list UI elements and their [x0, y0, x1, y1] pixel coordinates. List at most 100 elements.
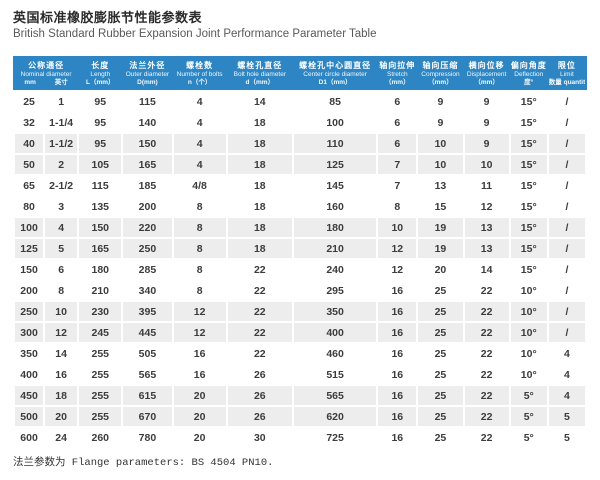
table-cell: 4	[173, 134, 226, 153]
table-cell: 620	[293, 407, 377, 426]
table-cell: 15°	[510, 155, 547, 174]
table-cell: 615	[123, 386, 172, 405]
table-cell: 8	[173, 260, 226, 279]
table-cell: 105	[79, 155, 122, 174]
table-cell: 2	[45, 155, 78, 174]
column-label-chinese: 长度	[91, 61, 110, 70]
table-cell: 395	[123, 302, 172, 321]
table-cell: 22	[227, 260, 292, 279]
table-cell: 3	[45, 197, 78, 216]
table-cell: 22	[464, 428, 509, 447]
table-cell: 16	[45, 365, 78, 384]
table-cell: 16	[378, 386, 417, 405]
column-unit: （mm）	[474, 79, 499, 86]
table-cell: 165	[79, 239, 122, 258]
table-cell: 4	[45, 218, 78, 237]
table-cell: 25	[418, 344, 463, 363]
table-cell: 26	[227, 386, 292, 405]
column-label-chinese: 轴向压缩	[422, 61, 459, 70]
table-cell: 260	[79, 428, 122, 447]
table-cell: 10	[418, 155, 463, 174]
table-cell: 1-1/4	[45, 113, 78, 132]
column-label-chinese: 螺栓孔直径	[237, 61, 283, 70]
column-header: 轴向压缩 Compression （mm）	[418, 58, 463, 90]
table-cell: 22	[464, 302, 509, 321]
table-cell: 20	[173, 386, 226, 405]
table-cell: 95	[79, 92, 122, 111]
page-title-chinese: 英国标准橡胶膨胀节性能参数表	[13, 10, 203, 25]
table-row: 40 1-1/2 95 150 4 18 110 6 10 9 15° /	[15, 134, 585, 153]
table-cell: 10°	[510, 344, 547, 363]
column-header: 螺栓数 Number of bolts n（个）	[173, 58, 226, 90]
table-cell: 295	[293, 281, 377, 300]
table-header: 公称通径 Nominal diameter mm 英寸 长度 Length L（mm） 法兰外…	[15, 58, 585, 90]
column-label-chinese: 螺栓数	[186, 61, 214, 70]
table-cell: 50	[15, 155, 44, 174]
table-cell: 20	[173, 407, 226, 426]
table-cell: 10	[45, 302, 78, 321]
table-row: 350 14 255 505 16 22 460 16 25 22 10° 4	[15, 344, 585, 363]
table-row: 150 6 180 285 8 22 240 12 20 14 15° /	[15, 260, 585, 279]
table-cell: 11	[464, 176, 509, 195]
table-cell: 19	[418, 239, 463, 258]
column-label-english: Number of bolts	[176, 71, 223, 78]
flange-parameters-note: 法兰参数为 Flange parameters: BS 4504 PN10.	[13, 457, 274, 469]
table-cell: 5°	[510, 428, 547, 447]
column-header: 横向位移 Displacement （mm）	[464, 58, 509, 90]
table-cell: 125	[293, 155, 377, 174]
column-header: 公称通径 Nominal diameter mm 英寸	[15, 58, 78, 90]
table-cell: 150	[123, 134, 172, 153]
table-cell: 13	[464, 218, 509, 237]
table-cell: 500	[15, 407, 44, 426]
table-cell: 16	[378, 323, 417, 342]
table-cell: 400	[15, 365, 44, 384]
table-cell: 26	[227, 407, 292, 426]
table-row: 25 1 95 115 4 14 85 6 9 9 15° /	[15, 92, 585, 111]
table-row: 500 20 255 670 20 26 620 16 25 22 5° 5	[15, 407, 585, 426]
table-cell: 245	[79, 323, 122, 342]
column-label-chinese: 公称通径	[28, 61, 65, 70]
table-cell: 255	[79, 407, 122, 426]
table-cell: 285	[123, 260, 172, 279]
table-cell: /	[548, 302, 585, 321]
table-cell: 25	[418, 302, 463, 321]
table-cell: 115	[123, 92, 172, 111]
column-label-chinese: 横向位移	[468, 61, 505, 70]
table-cell: 14	[227, 92, 292, 111]
table-cell: 80	[15, 197, 44, 216]
table-row: 32 1-1/4 95 140 4 18 100 6 9 9 15° /	[15, 113, 585, 132]
column-header: 限位 Limit 数量 quantity	[548, 58, 585, 90]
column-label-english: Center circle diameter	[303, 71, 367, 78]
column-label-english: Deflection	[514, 71, 544, 78]
table-cell: 15°	[510, 218, 547, 237]
table-cell: 6	[378, 134, 417, 153]
table-cell: 14	[45, 344, 78, 363]
table-cell: 20	[45, 407, 78, 426]
page-title-english: British Standard Rubber Expansion Joint …	[13, 28, 377, 40]
column-label-english: Compression	[421, 71, 460, 78]
column-unit: 数量 quantity	[548, 79, 585, 86]
table-cell: 140	[123, 113, 172, 132]
column-units: mm 英寸	[15, 79, 77, 87]
table-cell: /	[548, 113, 585, 132]
table-row: 600 24 260 780 20 30 725 16 25 22 5° 5	[15, 428, 585, 447]
table-cell: 210	[79, 281, 122, 300]
table-cell: 150	[15, 260, 44, 279]
column-unit: 英寸	[54, 79, 68, 86]
table-cell: 125	[15, 239, 44, 258]
table-cell: 18	[227, 218, 292, 237]
table-row: 125 5 165 250 8 18 210 12 19 13 15° /	[15, 239, 585, 258]
table-cell: 16	[378, 302, 417, 321]
table-cell: 400	[293, 323, 377, 342]
table-cell: 9	[464, 134, 509, 153]
table-cell: 450	[15, 386, 44, 405]
table-cell: 220	[123, 218, 172, 237]
column-label-chinese: 限位	[557, 61, 576, 70]
table-cell: 6	[45, 260, 78, 279]
column-unit: 度°	[524, 79, 534, 86]
table-cell: 15°	[510, 113, 547, 132]
table-cell: 13	[464, 239, 509, 258]
table-row: 50 2 105 165 4 18 125 7 10 10 15° /	[15, 155, 585, 174]
column-label-english: Outer diameter	[125, 71, 170, 78]
table-cell: 15°	[510, 239, 547, 258]
